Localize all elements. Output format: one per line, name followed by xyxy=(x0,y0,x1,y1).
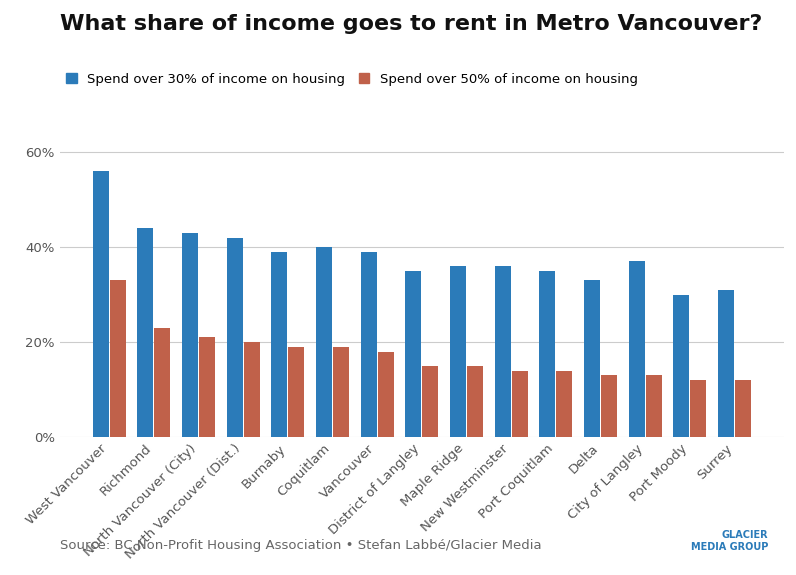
Bar xyxy=(288,347,304,437)
Bar xyxy=(512,370,528,437)
Bar xyxy=(629,262,645,437)
Text: What share of income goes to rent in Metro Vancouver?: What share of income goes to rent in Met… xyxy=(60,14,762,34)
Bar xyxy=(673,294,689,437)
Bar xyxy=(154,328,170,437)
Bar xyxy=(244,342,259,437)
Bar xyxy=(646,375,661,437)
Bar xyxy=(271,252,287,437)
Bar xyxy=(137,228,154,437)
Bar xyxy=(182,233,198,437)
Bar xyxy=(540,271,556,437)
Bar xyxy=(333,347,349,437)
Bar xyxy=(556,370,572,437)
Bar xyxy=(227,237,243,437)
Text: GLACIER
MEDIA GROUP: GLACIER MEDIA GROUP xyxy=(691,530,768,552)
Bar xyxy=(718,290,734,437)
Bar xyxy=(450,266,466,437)
Bar xyxy=(735,380,751,437)
Bar xyxy=(494,266,511,437)
Bar xyxy=(584,281,600,437)
Bar xyxy=(690,380,707,437)
Bar xyxy=(405,271,421,437)
Bar xyxy=(377,351,394,437)
Bar xyxy=(199,338,215,437)
Bar xyxy=(423,366,439,437)
Bar xyxy=(467,366,483,437)
Bar xyxy=(316,247,332,437)
Text: Source: BC Non-Profit Housing Association • Stefan Labbé/Glacier Media: Source: BC Non-Profit Housing Associatio… xyxy=(60,539,541,552)
Bar xyxy=(601,375,617,437)
Bar xyxy=(110,281,126,437)
Bar xyxy=(92,171,109,437)
Legend: Spend over 30% of income on housing, Spend over 50% of income on housing: Spend over 30% of income on housing, Spe… xyxy=(66,72,638,86)
Bar xyxy=(361,252,377,437)
